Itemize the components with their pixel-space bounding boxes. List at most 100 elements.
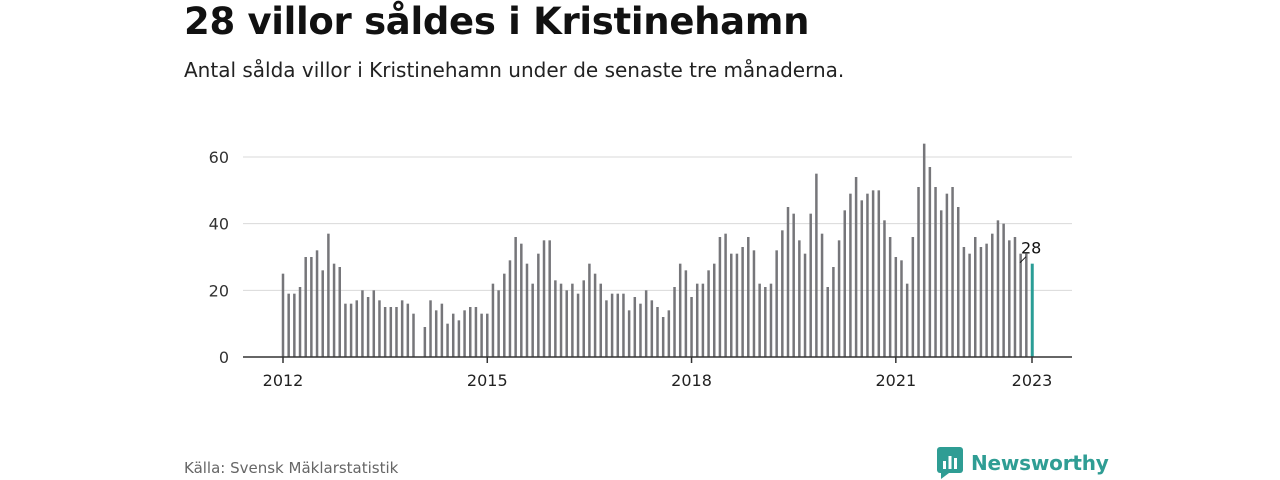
bar (293, 293, 296, 357)
bar (327, 233, 330, 357)
bar (661, 317, 665, 357)
bar (508, 260, 512, 357)
bar (792, 213, 795, 357)
bar (480, 313, 483, 357)
bar (832, 267, 835, 357)
bar (639, 303, 642, 357)
bar (446, 323, 449, 357)
bar-chart-speech-bubble-icon (937, 447, 963, 479)
brand-logo[interactable]: Newsworthy (937, 447, 1109, 479)
bar (605, 300, 608, 357)
bar (764, 287, 767, 357)
bar (429, 300, 432, 357)
bar (451, 313, 455, 357)
bar (752, 250, 756, 357)
bar (491, 283, 495, 357)
bar (486, 313, 489, 357)
y-tick-label: 40 (209, 215, 229, 234)
bar (735, 253, 739, 357)
y-tick-label: 60 (209, 148, 229, 167)
bar (905, 283, 909, 357)
bar (616, 293, 620, 357)
bar (332, 263, 336, 357)
bar (349, 303, 353, 357)
bar (730, 253, 733, 357)
bar (531, 283, 534, 357)
y-tick-label: 0 (219, 348, 229, 367)
bar (1019, 253, 1022, 357)
bar (1002, 223, 1005, 357)
bar (962, 247, 966, 357)
bar (707, 270, 710, 357)
bar (525, 263, 529, 357)
bar (1025, 253, 1028, 357)
brand-name: Newsworthy (971, 451, 1109, 475)
bar (956, 207, 960, 357)
bar (650, 300, 654, 357)
bar (344, 303, 347, 357)
bar (922, 143, 926, 357)
bar (565, 290, 568, 357)
bar (548, 240, 551, 357)
bar (974, 237, 977, 357)
chart-subtitle: Antal sålda villor i Kristinehamn under … (184, 58, 845, 82)
bar (809, 213, 812, 357)
bar (599, 283, 603, 357)
bar (537, 253, 540, 357)
bar (854, 177, 858, 357)
bar (747, 237, 750, 357)
bar (627, 310, 631, 357)
y-tick-label: 20 (209, 281, 229, 300)
bar (633, 297, 637, 357)
bar (826, 287, 829, 357)
x-tick-label: 2018 (671, 371, 712, 390)
bar (1013, 237, 1017, 357)
source-note: Källa: Svensk Mäklarstatistik (184, 459, 399, 477)
bar (690, 297, 693, 357)
bar (395, 307, 398, 357)
bar (843, 210, 846, 357)
bar (945, 193, 949, 357)
bar (724, 233, 727, 357)
bar (440, 303, 444, 357)
bar (701, 283, 705, 357)
bar (378, 300, 381, 357)
bar (656, 307, 659, 357)
bar (321, 270, 324, 357)
bar (412, 313, 415, 357)
bar (968, 253, 971, 357)
bar (888, 237, 892, 357)
bar (866, 193, 869, 357)
bar (457, 320, 461, 357)
bar (514, 237, 517, 357)
bar (820, 233, 824, 357)
bar (684, 270, 688, 357)
chart-title: 28 villor såldes i Kristinehamn (184, 0, 810, 43)
bar (389, 307, 393, 357)
bar (610, 293, 614, 357)
bar (939, 210, 943, 357)
bar (837, 240, 841, 357)
bar (815, 173, 818, 357)
bar (400, 300, 404, 357)
bar (474, 307, 478, 357)
bar (860, 200, 864, 357)
bar (695, 283, 699, 357)
bar (281, 273, 285, 357)
bar-chart: 0 20 40 60 2012 2015 2018 2021 2023 28 (209, 143, 1072, 390)
bar (554, 280, 557, 357)
bar (1030, 263, 1034, 357)
bar (576, 293, 580, 357)
bar (678, 263, 682, 357)
bar (781, 230, 784, 357)
bar (366, 297, 370, 357)
bar (667, 310, 671, 357)
bar (877, 190, 881, 357)
bar (310, 257, 313, 357)
bar (712, 263, 716, 357)
bar (951, 187, 954, 357)
bar (304, 257, 307, 357)
bar (934, 187, 937, 357)
bar (798, 240, 801, 357)
bar (571, 283, 574, 357)
